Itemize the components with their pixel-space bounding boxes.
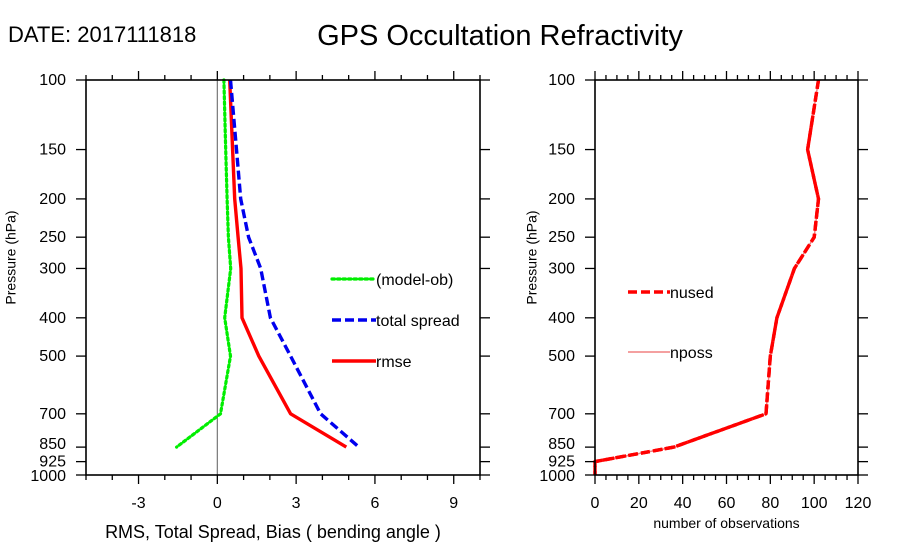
- series-line-modelob: [175, 78, 233, 449]
- legend-item: nposs: [628, 345, 713, 362]
- legend-label: nposs: [670, 345, 713, 362]
- y-tick-label: 150: [39, 142, 66, 159]
- y-axis-title: Pressure (hPa): [524, 210, 540, 304]
- y-tick-label: 500: [548, 348, 575, 365]
- chart-rms-spread-bias: -3 0 3 6 9 100 150 200 250 300 400 500 700 8509251000…: [3, 71, 490, 542]
- legend-item: (model-ob): [330, 272, 453, 289]
- plot-frame: [594, 79, 859, 476]
- y-tick-label: 200: [39, 191, 66, 208]
- y-tick-label: 925: [548, 454, 575, 471]
- legend-item: nused: [628, 285, 714, 302]
- date-label: DATE: 2017111818: [8, 22, 197, 47]
- series-line-nused-overlay: [593, 79, 821, 475]
- plot-frame: [85, 79, 481, 476]
- x-tick-label: 20: [630, 495, 648, 512]
- legend-label: nused: [670, 285, 714, 302]
- y-tick-label: 100: [548, 72, 575, 89]
- x-tick-label: 60: [718, 495, 736, 512]
- x-tick-label: 0: [591, 495, 600, 512]
- y-tick-label: 850: [39, 436, 66, 453]
- y-tick-label: 400: [548, 310, 575, 327]
- y-tick-label: 300: [39, 260, 66, 277]
- y-tick-label: 925: [39, 454, 66, 471]
- x-tick-label: -3: [131, 495, 145, 512]
- chart-title: GPS Occultation Refractivity: [0, 20, 900, 53]
- y-tick-label: 300: [548, 260, 575, 277]
- x-tick-label: 40: [674, 495, 692, 512]
- x-tick-label: 120: [845, 495, 872, 512]
- chart-observation-count: 0 20 40 60 80 100 120 100 150 200 250 300 400 500 700 8…: [524, 71, 872, 531]
- series-line-nposs: [594, 79, 820, 475]
- y-tick-label: 500: [39, 348, 66, 365]
- x-tick-label: 80: [761, 495, 779, 512]
- y-tick-label: 700: [548, 406, 575, 423]
- y-tick-label: 700: [39, 406, 66, 423]
- y-tick-label: 400: [39, 310, 66, 327]
- y-tick-label: 150: [548, 142, 575, 159]
- x-tick-label: 100: [801, 495, 828, 512]
- series-line-nused: [593, 79, 821, 475]
- x-tick-label: 3: [292, 495, 301, 512]
- y-tick-label: 850: [548, 436, 575, 453]
- chart-title-text: GPS Occultation Refractivity: [317, 20, 683, 52]
- series-line-totalspread: [228, 79, 361, 449]
- y-tick-label: 250: [39, 229, 66, 246]
- legend-label: total spread: [376, 313, 460, 330]
- legend-label: (model-ob): [376, 272, 453, 289]
- x-tick-label: 6: [370, 495, 379, 512]
- legend-item: total spread: [332, 313, 460, 330]
- x-axis-title: number of observations: [653, 515, 799, 531]
- x-axis-title: RMS, Total Spread, Bias ( bending angle …: [105, 522, 441, 542]
- series-line-rmse: [228, 79, 348, 449]
- y-tick-label: 250: [548, 229, 575, 246]
- legend-label: rmse: [376, 354, 412, 371]
- x-tick-label: 9: [449, 495, 458, 512]
- legend-item: rmse: [332, 354, 412, 371]
- y-tick-label: 1000: [30, 468, 66, 485]
- y-tick-label: 200: [548, 191, 575, 208]
- y-tick-label: 100: [39, 72, 66, 89]
- y-axis-title: Pressure (hPa): [3, 210, 19, 304]
- x-tick-label: 0: [213, 495, 222, 512]
- y-tick-label: 1000: [539, 468, 575, 485]
